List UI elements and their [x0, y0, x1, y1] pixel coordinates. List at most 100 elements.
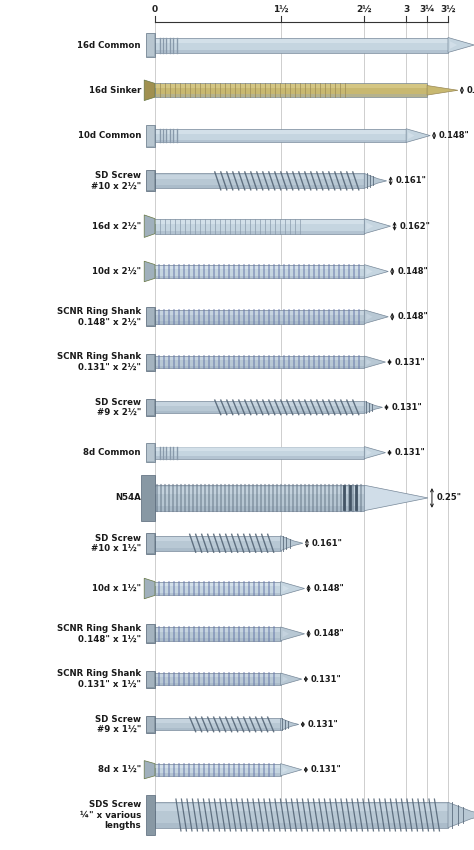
Bar	[155, 218, 365, 234]
Polygon shape	[144, 261, 155, 281]
Bar	[146, 354, 155, 371]
Bar	[155, 802, 448, 828]
Bar	[155, 275, 365, 278]
Bar	[147, 354, 154, 370]
Text: 3¼: 3¼	[419, 5, 435, 14]
Bar	[155, 311, 365, 314]
Bar	[155, 38, 448, 42]
Bar	[155, 220, 365, 224]
Text: 0.131": 0.131"	[394, 358, 425, 366]
Bar	[146, 307, 155, 326]
Bar	[155, 230, 365, 234]
Bar	[155, 185, 365, 189]
Polygon shape	[366, 450, 372, 456]
Bar	[155, 628, 281, 632]
Polygon shape	[283, 767, 288, 773]
Bar	[146, 716, 155, 733]
Polygon shape	[283, 631, 289, 638]
Polygon shape	[281, 718, 299, 730]
Bar	[155, 536, 281, 551]
Bar	[155, 592, 281, 595]
Text: 0.148": 0.148"	[439, 131, 470, 140]
Text: 8d x 1½": 8d x 1½"	[98, 765, 141, 774]
Bar	[155, 583, 281, 586]
Text: 0.148": 0.148"	[467, 86, 474, 95]
Bar	[146, 624, 155, 643]
Polygon shape	[281, 627, 305, 641]
Polygon shape	[281, 763, 302, 776]
Bar	[155, 627, 281, 641]
Text: 0: 0	[152, 5, 158, 14]
Bar	[155, 366, 365, 368]
Polygon shape	[366, 314, 373, 320]
Bar	[155, 173, 365, 189]
Polygon shape	[144, 578, 155, 598]
Text: 2½: 2½	[356, 5, 372, 14]
Text: 0.148": 0.148"	[397, 312, 428, 321]
Text: 0.148": 0.148"	[397, 267, 428, 276]
Bar	[155, 683, 281, 685]
Bar	[155, 506, 365, 511]
Bar	[146, 125, 155, 146]
Bar	[155, 266, 365, 269]
Polygon shape	[144, 761, 155, 779]
Polygon shape	[448, 37, 474, 53]
Bar	[146, 533, 155, 553]
Bar	[146, 171, 155, 191]
Text: SCNR Ring Shank
0.131" x 1½": SCNR Ring Shank 0.131" x 1½"	[57, 670, 141, 689]
Text: 10d x 2½": 10d x 2½"	[92, 267, 141, 276]
Polygon shape	[365, 310, 388, 324]
Bar	[155, 774, 281, 776]
Polygon shape	[365, 446, 385, 459]
Bar	[155, 130, 406, 133]
Text: 0.131": 0.131"	[394, 448, 425, 457]
Bar	[147, 626, 154, 643]
Bar	[155, 139, 406, 143]
Text: 0.131": 0.131"	[392, 403, 422, 412]
Bar	[155, 638, 281, 641]
Text: 0.148": 0.148"	[314, 629, 344, 638]
Bar	[147, 126, 154, 145]
Bar	[155, 487, 365, 494]
Polygon shape	[281, 673, 302, 685]
Bar	[155, 718, 281, 730]
Polygon shape	[366, 359, 372, 366]
Bar	[155, 447, 365, 450]
Polygon shape	[450, 42, 457, 48]
Text: 0.161": 0.161"	[396, 177, 427, 185]
Text: 0.131": 0.131"	[311, 675, 342, 683]
Text: 0.131": 0.131"	[311, 765, 342, 774]
Text: 3½: 3½	[440, 5, 456, 14]
Bar	[155, 37, 448, 53]
Bar	[155, 823, 448, 828]
Bar	[155, 401, 365, 413]
Bar	[147, 400, 154, 415]
Bar	[141, 475, 155, 521]
Text: SD Screw
#9 x 1½": SD Screw #9 x 1½"	[95, 715, 141, 734]
Text: SD Screw
#9 x 2½": SD Screw #9 x 2½"	[95, 398, 141, 417]
Bar	[147, 672, 154, 687]
Bar	[155, 321, 365, 324]
Bar	[155, 128, 406, 143]
Polygon shape	[283, 585, 289, 592]
Text: SCNR Ring Shank
0.131" x 2½": SCNR Ring Shank 0.131" x 2½"	[57, 353, 141, 371]
Polygon shape	[365, 264, 388, 278]
Bar	[147, 717, 154, 732]
Text: 0.148": 0.148"	[314, 584, 344, 593]
Bar	[155, 84, 427, 88]
Text: SD Screw
#10 x 1½": SD Screw #10 x 1½"	[91, 534, 141, 553]
Polygon shape	[281, 536, 303, 551]
Polygon shape	[144, 215, 155, 237]
Polygon shape	[448, 802, 474, 828]
Bar	[147, 534, 154, 552]
Bar	[155, 547, 281, 551]
Bar	[155, 728, 281, 730]
Bar	[155, 763, 281, 776]
Bar	[155, 581, 281, 595]
Bar	[155, 174, 365, 178]
Text: SD Screw
#10 x 2½": SD Screw #10 x 2½"	[91, 171, 141, 190]
Text: 0.161": 0.161"	[312, 539, 343, 547]
Text: 3: 3	[403, 5, 409, 14]
Bar	[155, 719, 281, 722]
Bar	[155, 356, 365, 368]
